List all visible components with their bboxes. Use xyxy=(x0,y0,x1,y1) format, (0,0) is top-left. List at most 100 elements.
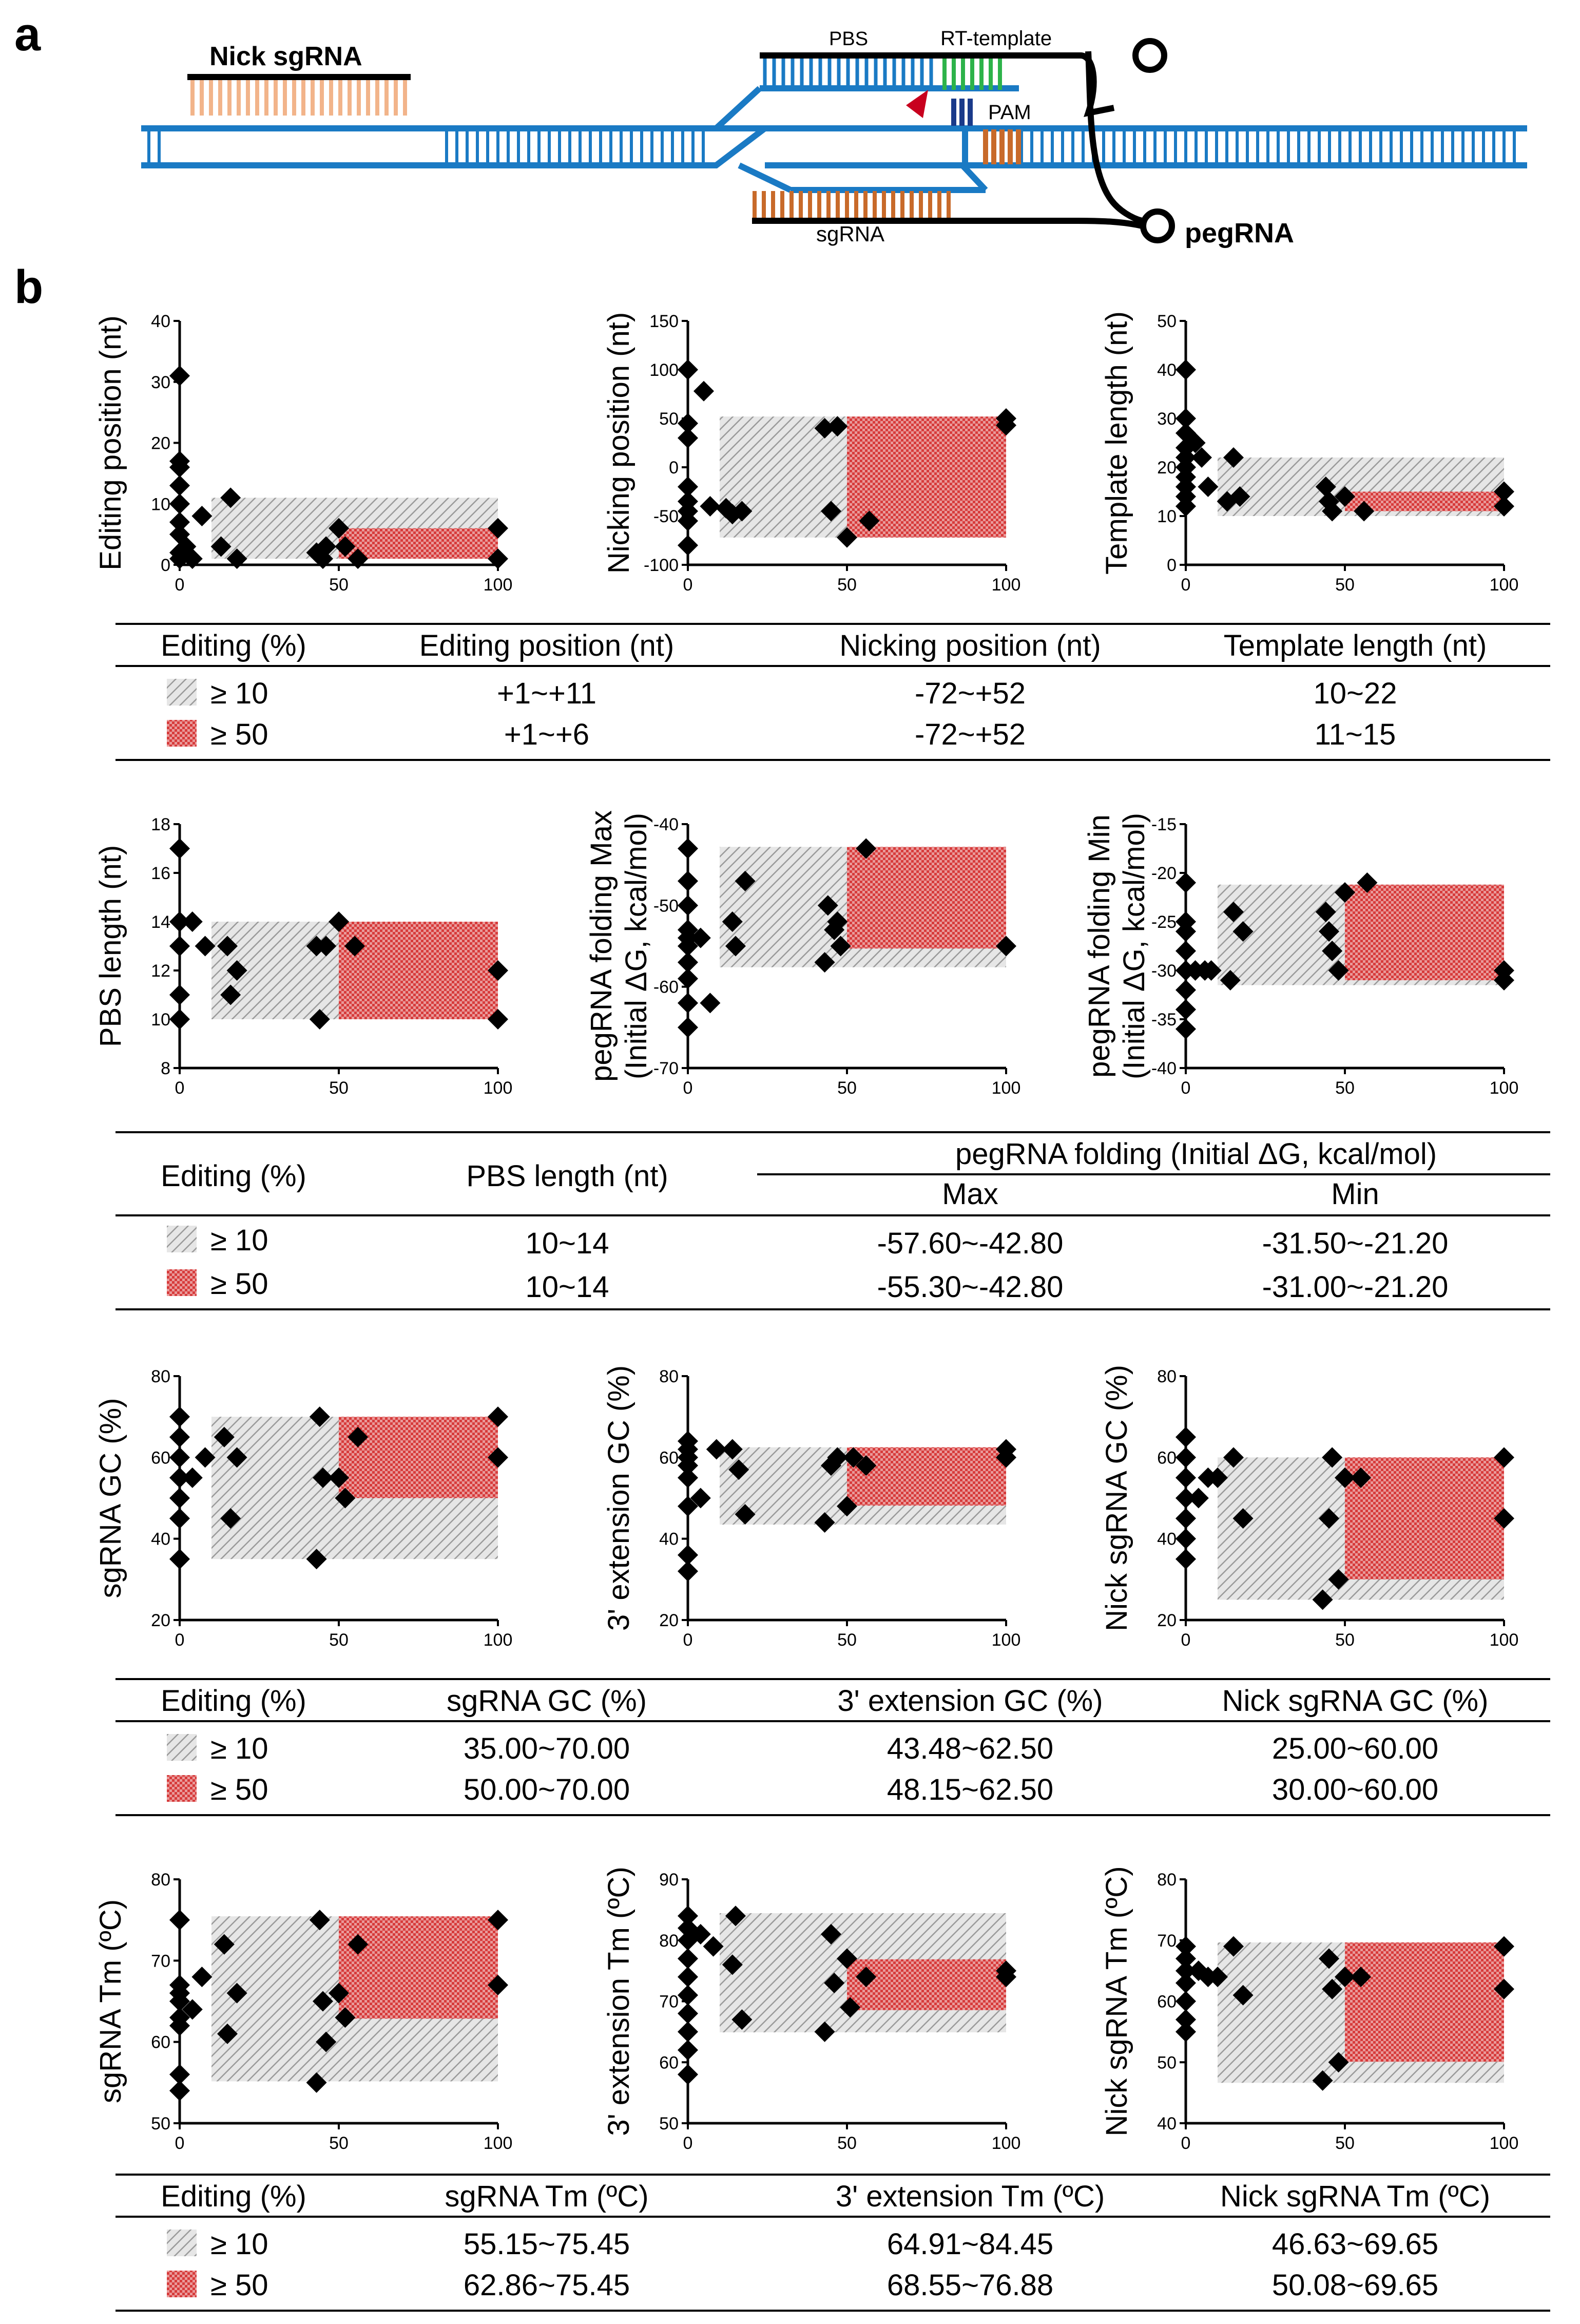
data-point xyxy=(678,870,698,891)
scatter-chart-1: 0 10 20 30 40 0 50 100 Editing position (nt) xyxy=(94,312,512,595)
y-tick-label: 40 xyxy=(151,312,170,331)
data-point xyxy=(1354,501,1375,522)
label-pam: PAM xyxy=(988,101,1031,124)
table-cell: 64.91~84.45 xyxy=(887,2227,1053,2261)
table-cell: 46.63~69.65 xyxy=(1272,2227,1438,2261)
y-tick-label: 60 xyxy=(659,1448,679,1468)
y-tick-label: 40 xyxy=(1157,1530,1177,1549)
x-tick-label: 100 xyxy=(1490,1630,1519,1650)
data-point xyxy=(309,1009,330,1030)
data-point xyxy=(678,1455,698,1476)
data-point xyxy=(843,1447,864,1468)
data-point xyxy=(678,510,698,531)
data-point xyxy=(824,1972,845,1993)
data-point xyxy=(1229,486,1250,507)
data-point xyxy=(1176,1426,1196,1447)
label-pegrna: pegRNA xyxy=(1185,218,1294,249)
data-point xyxy=(169,1488,190,1509)
y-tick-label: -35 xyxy=(1151,1010,1177,1030)
x-tick-label: 100 xyxy=(992,1630,1021,1650)
x-tick-label: 50 xyxy=(837,575,857,595)
region-editing-50 xyxy=(847,847,1006,949)
x-tick-label: 50 xyxy=(1335,1078,1355,1098)
legend-swatch xyxy=(167,2230,197,2256)
data-point xyxy=(1176,1019,1196,1039)
data-point xyxy=(309,1406,330,1427)
table-cell: 25.00~60.00 xyxy=(1272,1732,1438,1765)
data-point xyxy=(1176,921,1196,942)
y-axis-label: 3' extension Tm (ºC) xyxy=(602,1866,635,2136)
data-point xyxy=(678,936,698,957)
data-point xyxy=(1176,999,1196,1020)
y-axis-label: (Initial ΔG, kcal/mol) xyxy=(620,813,653,1079)
y-tick-label: 80 xyxy=(659,1931,679,1951)
data-point xyxy=(830,936,851,957)
data-point xyxy=(1176,1948,1196,1969)
data-point xyxy=(678,1948,698,1969)
data-point xyxy=(220,984,241,1005)
data-point xyxy=(678,359,698,380)
scatter-chart-2: -100 -50 0 50 100 150 0 50 100 Nicking position (… xyxy=(602,312,1020,595)
data-point xyxy=(226,1983,247,2004)
data-point xyxy=(344,936,365,957)
table-cell: 11~15 xyxy=(1315,718,1396,751)
x-tick-label: 50 xyxy=(329,1630,349,1650)
data-point xyxy=(690,927,711,948)
data-point xyxy=(690,1923,711,1945)
data-point xyxy=(169,984,190,1005)
data-point xyxy=(309,1910,330,1931)
y-axis-label: sgRNA GC (%) xyxy=(94,1398,127,1598)
data-point xyxy=(214,1426,235,1447)
data-point xyxy=(678,1545,698,1566)
table-cell: 48.15~62.50 xyxy=(887,1773,1053,1806)
x-tick-label: 100 xyxy=(992,2133,1021,2153)
data-point xyxy=(1176,980,1196,1000)
data-point xyxy=(306,1549,327,1570)
data-point xyxy=(488,548,508,569)
y-tick-label: 40 xyxy=(659,1530,679,1549)
y-tick-label: 60 xyxy=(659,2053,679,2072)
y-axis-label: Nicking position (nt) xyxy=(602,312,635,574)
x-tick-label: 100 xyxy=(1490,2133,1519,2153)
scatter-chart-4: 8 10 12 14 16 18 0 50 100 PBS length (nt) xyxy=(94,815,512,1098)
data-point xyxy=(169,511,190,532)
data-point xyxy=(313,1467,333,1488)
region-editing-50 xyxy=(339,1417,498,1498)
data-point xyxy=(210,536,232,557)
data-point xyxy=(1335,1467,1355,1488)
y-tick-label: 70 xyxy=(151,1951,170,1971)
data-point xyxy=(182,548,203,569)
data-point xyxy=(827,416,848,437)
x-tick-label: 100 xyxy=(1490,575,1519,595)
data-point xyxy=(1176,1991,1196,2012)
y-tick-label: -50 xyxy=(653,507,679,526)
legend-swatch xyxy=(167,720,197,747)
scatter-chart-7: 20 40 60 80 0 50 100 sgRNA GC (%) xyxy=(94,1367,512,1650)
data-point xyxy=(1176,1488,1196,1509)
data-point xyxy=(329,1983,349,2004)
data-point xyxy=(306,2072,327,2093)
legend-swatch xyxy=(167,679,197,706)
data-point xyxy=(678,952,698,973)
table-cell: ≥ 50 xyxy=(210,2269,268,2302)
table-cell: 10~14 xyxy=(526,1270,609,1304)
data-point xyxy=(722,1439,743,1460)
data-point xyxy=(169,475,190,496)
data-point xyxy=(182,911,203,932)
table-cell: 35.00~70.00 xyxy=(464,1732,630,1765)
data-point xyxy=(169,2015,190,2036)
y-tick-label: 16 xyxy=(151,864,170,883)
data-point xyxy=(840,1997,861,2018)
data-point xyxy=(678,535,698,556)
data-point xyxy=(814,2021,835,2042)
pegrna-scaffold xyxy=(1085,51,1143,224)
data-point xyxy=(1319,921,1339,942)
data-point xyxy=(1312,2070,1333,2091)
data-point xyxy=(1176,2021,1196,2042)
data-point xyxy=(1191,447,1212,468)
y-tick-label: 40 xyxy=(1157,360,1177,380)
table-cell: -55.30~-42.80 xyxy=(877,1270,1064,1304)
table-cell: 10~22 xyxy=(1314,677,1397,710)
data-point xyxy=(169,1508,190,1529)
